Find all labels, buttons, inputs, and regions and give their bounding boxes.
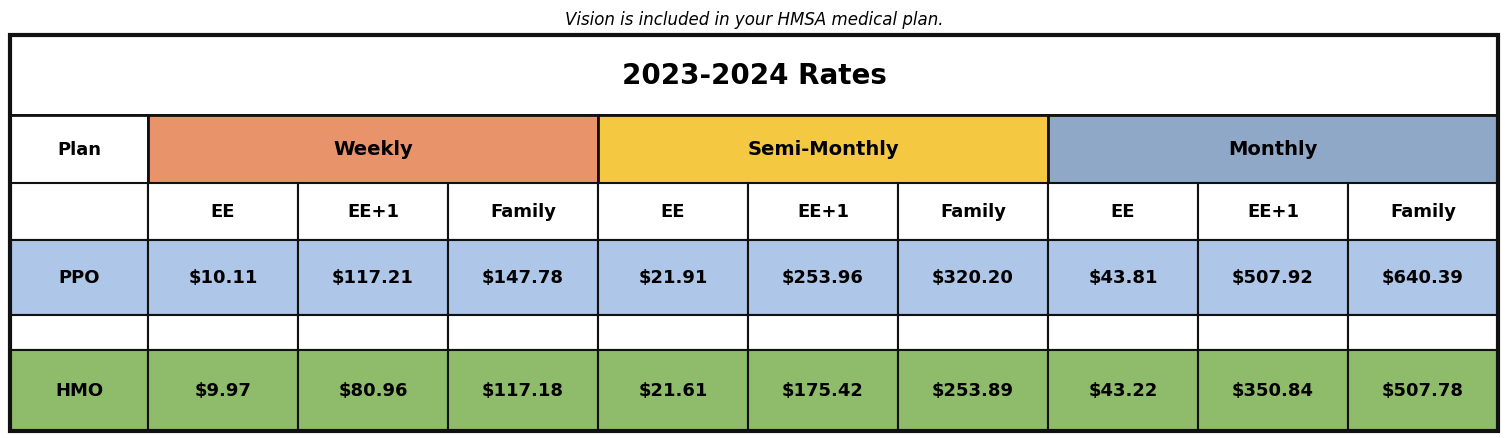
Text: $117.21: $117.21 (332, 269, 413, 287)
Bar (1048, 240, 1197, 315)
Bar (1197, 350, 1348, 431)
Text: Family: Family (1390, 203, 1457, 221)
Bar (11, 184, 148, 240)
Bar (897, 350, 1048, 431)
Text: $320.20: $320.20 (932, 269, 1013, 287)
Bar (448, 315, 599, 350)
Text: Plan: Plan (57, 141, 101, 159)
Text: $640.39: $640.39 (1381, 269, 1464, 287)
Bar (148, 184, 299, 240)
Text: $253.96: $253.96 (783, 269, 864, 287)
Bar (11, 36, 1497, 116)
Bar (1348, 350, 1497, 431)
Bar (599, 315, 748, 350)
Text: 2023-2024 Rates: 2023-2024 Rates (621, 62, 887, 90)
Text: Family: Family (490, 203, 556, 221)
Bar (299, 350, 448, 431)
Text: EE: EE (1111, 203, 1136, 221)
Bar (748, 184, 897, 240)
Bar (897, 240, 1048, 315)
Text: $253.89: $253.89 (932, 381, 1013, 399)
Bar (148, 350, 299, 431)
Bar (748, 315, 897, 350)
Bar (748, 350, 897, 431)
Bar (1048, 350, 1197, 431)
Text: EE: EE (661, 203, 685, 221)
Bar (299, 184, 448, 240)
Text: PPO: PPO (59, 269, 100, 287)
Text: $43.81: $43.81 (1089, 269, 1158, 287)
Text: EE+1: EE+1 (798, 203, 849, 221)
Bar (1348, 315, 1497, 350)
Bar (11, 240, 148, 315)
Bar (448, 240, 599, 315)
Text: $9.97: $9.97 (195, 381, 252, 399)
Text: EE+1: EE+1 (347, 203, 400, 221)
Bar (148, 315, 299, 350)
Bar (1348, 240, 1497, 315)
Text: EE: EE (211, 203, 235, 221)
Text: $175.42: $175.42 (783, 381, 864, 399)
Bar (599, 116, 1048, 184)
Bar (748, 240, 897, 315)
Text: Family: Family (939, 203, 1006, 221)
Text: $43.22: $43.22 (1089, 381, 1158, 399)
Bar (148, 240, 299, 315)
Text: EE+1: EE+1 (1247, 203, 1298, 221)
Bar (11, 350, 148, 431)
Text: $21.91: $21.91 (638, 269, 707, 287)
Bar (11, 315, 148, 350)
Bar (11, 116, 148, 184)
Bar (599, 184, 748, 240)
Bar (1197, 315, 1348, 350)
Text: $147.78: $147.78 (483, 269, 564, 287)
Bar (299, 240, 448, 315)
Bar (599, 240, 748, 315)
Bar (897, 315, 1048, 350)
Bar (1048, 116, 1497, 184)
Text: $10.11: $10.11 (188, 269, 258, 287)
Text: $507.92: $507.92 (1232, 269, 1313, 287)
Bar (1197, 240, 1348, 315)
Text: $117.18: $117.18 (483, 381, 564, 399)
Bar (897, 184, 1048, 240)
Bar (599, 350, 748, 431)
Bar (1197, 184, 1348, 240)
Bar (299, 315, 448, 350)
Text: $80.96: $80.96 (338, 381, 407, 399)
Bar (1348, 184, 1497, 240)
Text: Monthly: Monthly (1229, 140, 1318, 159)
Bar (448, 184, 599, 240)
Text: Weekly: Weekly (333, 140, 413, 159)
Bar (148, 116, 599, 184)
Bar (1048, 315, 1197, 350)
Bar (448, 350, 599, 431)
Bar (1048, 184, 1197, 240)
Text: Vision is included in your HMSA medical plan.: Vision is included in your HMSA medical … (566, 11, 942, 29)
Text: $350.84: $350.84 (1232, 381, 1313, 399)
Text: $21.61: $21.61 (638, 381, 707, 399)
Text: HMO: HMO (54, 381, 103, 399)
Text: $507.78: $507.78 (1381, 381, 1464, 399)
Text: Semi-Monthly: Semi-Monthly (746, 140, 899, 159)
